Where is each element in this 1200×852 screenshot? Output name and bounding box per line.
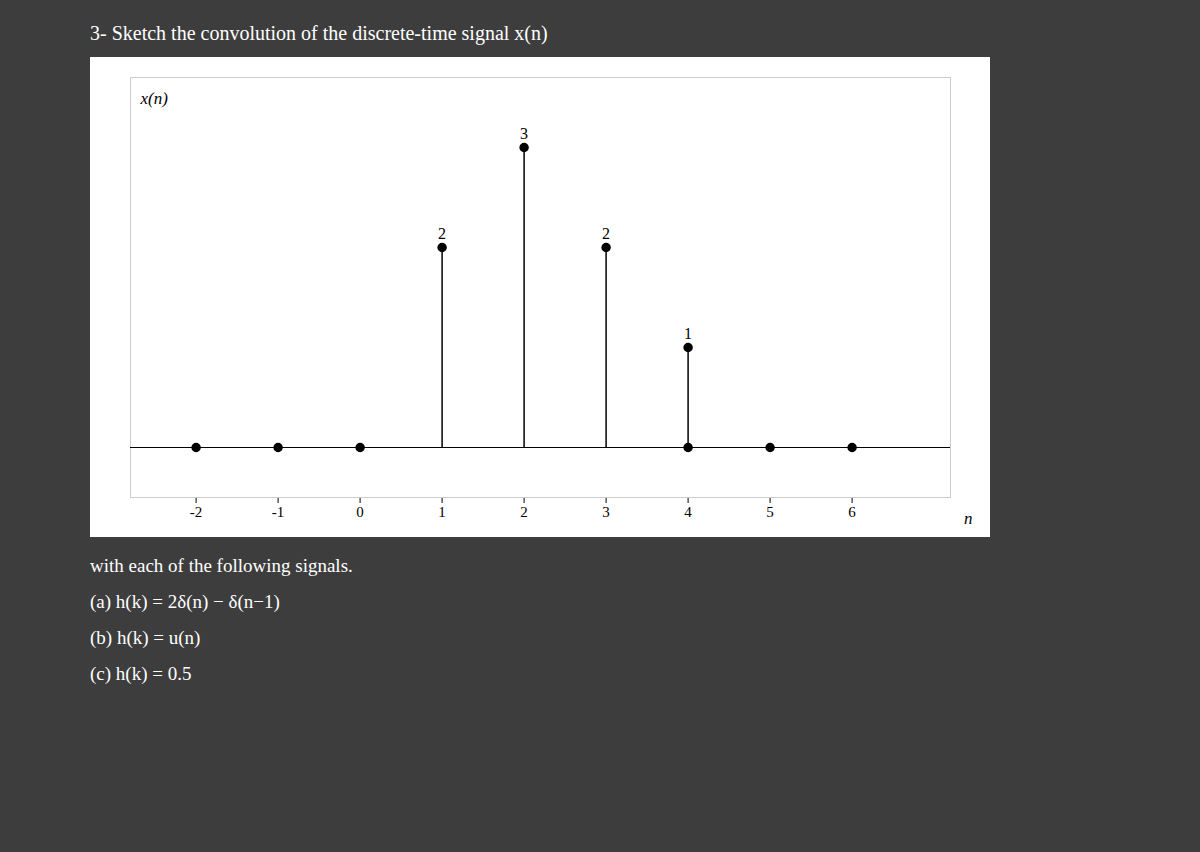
svg-text:6: 6 xyxy=(848,504,856,520)
svg-text:3: 3 xyxy=(520,125,528,142)
svg-text:2: 2 xyxy=(520,504,528,520)
svg-text:5: 5 xyxy=(766,504,774,520)
html-text:(a) h(k) = 2δ(n) − δ(n−1): (a) h(k) = 2δ(n) − δ(n−1) xyxy=(90,591,280,612)
html-text:(c) h(k) = 0.5: (c) h(k) = 0.5 xyxy=(90,663,192,684)
svg-text:0: 0 xyxy=(356,504,364,520)
svg-text:x(n): x(n) xyxy=(140,89,169,108)
svg-text:4: 4 xyxy=(684,504,692,520)
svg-text:-1: -1 xyxy=(272,504,285,520)
html-text:with each of the following sig: with each of the following signals. xyxy=(90,555,353,576)
svg-text:2: 2 xyxy=(602,225,610,242)
html-text:3- Sketch the convolution of t: 3- Sketch the convolution of the discret… xyxy=(90,22,548,44)
svg-text:3: 3 xyxy=(602,504,610,520)
svg-text:-2: -2 xyxy=(190,504,203,520)
svg-text:2: 2 xyxy=(438,225,446,242)
html-text:(b) h(k) = u(n): (b) h(k) = u(n) xyxy=(90,627,201,648)
svg-text:1: 1 xyxy=(684,325,692,342)
svg-text:1: 1 xyxy=(438,504,446,520)
svg-text:n: n xyxy=(964,509,973,528)
